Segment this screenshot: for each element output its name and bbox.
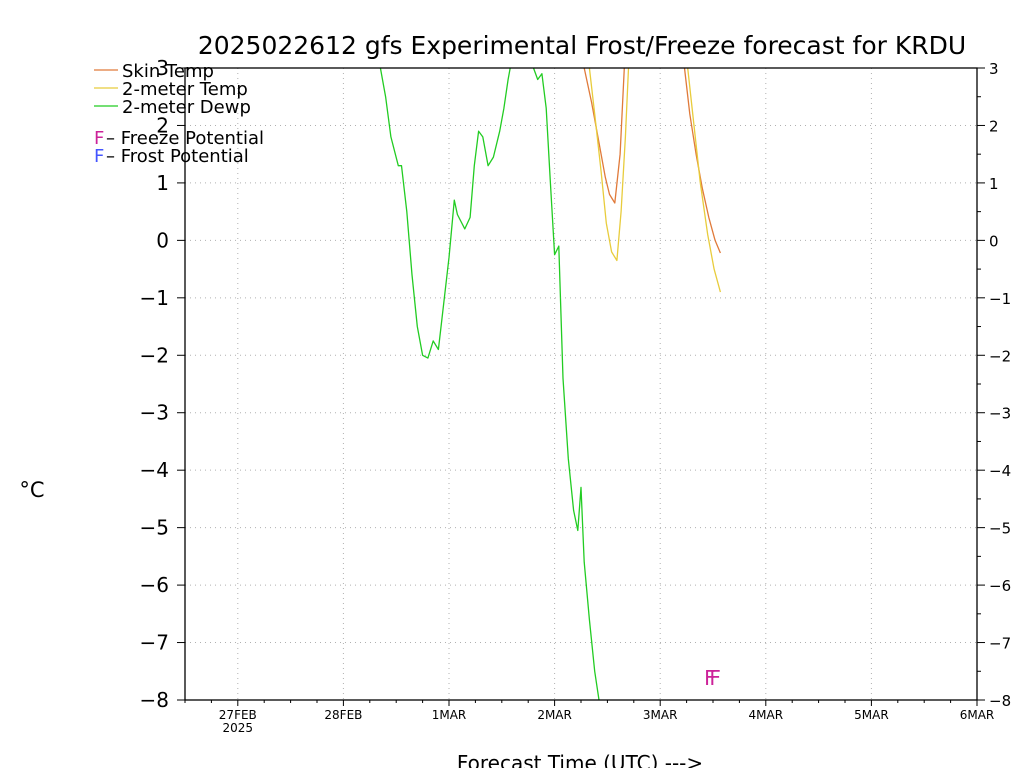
y-tick-label-right: −1: [989, 290, 1011, 308]
y-tick-label-right: −5: [989, 520, 1011, 538]
potential-legend-symbol: F: [94, 146, 104, 167]
y-tick-label-left: 3: [156, 56, 169, 80]
y-tick-label-left: −8: [140, 688, 169, 712]
series-line-2-meter-temp: [588, 67, 630, 262]
legend-label: 2-meter Temp: [122, 79, 248, 100]
y-tick-label-right: −2: [989, 347, 1011, 365]
plot-border: [184, 67, 978, 701]
x-tick-label: 28FEB: [324, 708, 362, 722]
y-tick-label-right: 0: [989, 232, 999, 250]
series-line-skin-temp: [683, 67, 721, 254]
y-tick-label-left: −5: [140, 516, 169, 540]
x-tick-label: 3MAR: [643, 708, 678, 722]
y-tick-label-right: −8: [989, 692, 1011, 710]
potential-legend-label: – Freeze Potential: [106, 128, 264, 149]
plot-frame: [184, 67, 978, 701]
y-tick-label-left: −7: [140, 631, 169, 655]
x-tick-label: 1MAR: [432, 708, 467, 722]
freeze-potential-marker: F: [709, 666, 721, 690]
x-tick-sublabel: 2025: [223, 721, 254, 735]
y-tick-label-right: −4: [989, 462, 1011, 480]
y-tick-label-right: −3: [989, 405, 1011, 423]
potential-markers: FF: [704, 666, 721, 690]
x-tick-label: 4MAR: [749, 708, 784, 722]
y-tick-label-right: 2: [989, 117, 999, 135]
x-tick-label: 27FEB: [219, 708, 257, 722]
y-tick-label-left: −3: [140, 401, 169, 425]
x-tick-label: 2MAR: [537, 708, 572, 722]
x-axis-label: Forecast Time (UTC) --->: [457, 751, 703, 768]
legend-label: Skin Temp: [122, 61, 214, 82]
y-tick-label-left: −4: [140, 458, 169, 482]
x-tick-label: 6MAR: [960, 708, 995, 722]
y-tick-label-left: −1: [140, 286, 169, 310]
series-lines: [379, 67, 722, 701]
chart-title: 2025022612 gfs Experimental Frost/Freeze…: [198, 31, 966, 60]
y-tick-label-left: 1: [156, 171, 169, 195]
potential-legend-label: – Frost Potential: [106, 146, 249, 167]
y-tick-label-right: 1: [989, 175, 999, 193]
y-tick-label-left: 0: [156, 228, 169, 252]
y-tick-label-left: −2: [140, 343, 169, 367]
freeze-potential-marker: F: [704, 666, 716, 690]
y-axis-label: °C: [19, 478, 44, 502]
series-line-skin-temp: [583, 67, 625, 204]
x-tick-label: 5MAR: [854, 708, 889, 722]
series-line-2-meter-dewp: [379, 67, 511, 359]
series-line-2-meter-temp: [687, 67, 722, 293]
grid-lines: [185, 68, 977, 700]
potential-legend-symbol: F: [94, 128, 104, 149]
y-tick-label-left: 2: [156, 113, 169, 137]
series-line-2-meter-dewp: [532, 67, 600, 701]
y-tick-label-left: −6: [140, 573, 169, 597]
axis-ticks: 3 3 2 2 1 1 0 0 −1 −1 −2 −2 −3 −3 −4 −4 −5 −5 −6 −6 −7 −7 −8 −8…: [140, 56, 1012, 735]
y-tick-label-right: 3: [989, 60, 999, 78]
y-tick-label-right: −6: [989, 577, 1011, 595]
y-tick-label-right: −7: [989, 635, 1011, 653]
legend-label: 2-meter Dewp: [122, 97, 251, 118]
